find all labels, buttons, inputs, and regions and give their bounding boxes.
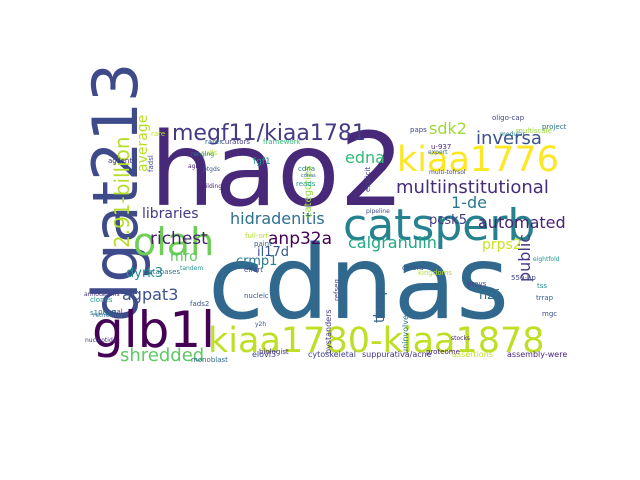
word-78: agree bbox=[188, 163, 206, 170]
word-49: clones bbox=[90, 296, 113, 304]
word-29: pcsk5 bbox=[429, 213, 467, 228]
word-60: refseq bbox=[333, 279, 341, 301]
word-9: 2.91-billion bbox=[110, 136, 134, 248]
word-23: public bbox=[515, 234, 534, 282]
word-85: annotations bbox=[84, 291, 120, 298]
word-72: fads2 bbox=[190, 300, 209, 308]
word-62: 550-bp bbox=[511, 274, 536, 282]
word-76: project bbox=[542, 123, 567, 131]
word-70: assembly-were bbox=[507, 350, 567, 359]
word-73: gal bbox=[112, 308, 123, 316]
word-8: megf11/kiaa1781 bbox=[172, 121, 366, 146]
word-50: s100a9 bbox=[90, 309, 116, 317]
word-47: full-orf bbox=[245, 232, 269, 240]
word-91: stocks bbox=[451, 335, 470, 342]
word-16: libraries bbox=[142, 206, 199, 222]
word-35: u-937 bbox=[431, 143, 451, 151]
word-40: framework bbox=[263, 138, 302, 146]
word-17: shredded bbox=[120, 345, 204, 366]
word-48: databases bbox=[144, 268, 180, 276]
word-27: crmp1 bbox=[236, 254, 277, 269]
word-0: hao2 bbox=[150, 111, 404, 230]
word-7: olah bbox=[133, 220, 214, 264]
word-80: y2h bbox=[255, 321, 266, 328]
word-88: nucleotide bbox=[85, 337, 117, 344]
word-63: tss bbox=[537, 282, 547, 290]
word-55: proteome bbox=[426, 348, 460, 356]
word-75: multiscale bbox=[516, 127, 552, 135]
word-53: nucleic bbox=[244, 292, 269, 300]
word-22: automated bbox=[478, 213, 566, 232]
word-18: agpat3 bbox=[122, 285, 178, 304]
word-31: thrsp bbox=[372, 287, 388, 323]
word-56: celera bbox=[402, 264, 424, 272]
word-39: rarer bbox=[205, 138, 222, 146]
word-42: fadsl bbox=[147, 155, 155, 172]
word-46: explicit bbox=[364, 167, 372, 192]
word-26: average bbox=[135, 115, 151, 172]
word-37: sulfs bbox=[201, 149, 217, 157]
word-15: richest bbox=[150, 229, 208, 249]
word-28: dyrk3 bbox=[126, 266, 163, 281]
word-87: eightfold bbox=[533, 256, 560, 263]
word-2: dgat213 bbox=[79, 63, 152, 322]
word-34: fgf1 bbox=[253, 157, 271, 167]
word-77: rare bbox=[151, 130, 165, 138]
word-36: paps bbox=[410, 126, 427, 134]
word-45: reads bbox=[296, 180, 316, 188]
word-cloud-background bbox=[77, 97, 586, 370]
word-58: bystanders bbox=[324, 309, 333, 354]
word-11: hidradenitis bbox=[230, 209, 325, 228]
word-13: edna bbox=[345, 148, 385, 167]
word-21: 1-de bbox=[451, 193, 487, 212]
word-5: catsperb bbox=[343, 200, 535, 251]
word-51: paint bbox=[254, 240, 272, 248]
word-59: uninvolved bbox=[401, 310, 410, 354]
word-3: glb1l bbox=[92, 301, 215, 359]
word-44: cdna bbox=[298, 165, 315, 173]
word-90: cdnas bbox=[301, 173, 316, 179]
word-24: prps2 bbox=[482, 237, 522, 253]
word-74: oligo-cap bbox=[492, 114, 525, 122]
word-52: effort bbox=[244, 266, 263, 274]
word-19: anp32a bbox=[268, 229, 332, 249]
word-30: il17d bbox=[257, 245, 289, 260]
word-20: calgranulin bbox=[348, 233, 437, 252]
word-38: curators bbox=[221, 138, 250, 146]
word-64: trrap bbox=[536, 294, 554, 302]
word-86: retrieving bbox=[93, 312, 122, 319]
word-41: agilent bbox=[108, 157, 132, 165]
word-67: cytoskeletal bbox=[308, 350, 356, 359]
word-83: pipeline bbox=[366, 208, 390, 215]
word-66: elovl3 bbox=[252, 350, 276, 359]
word-82: tandem bbox=[180, 265, 203, 272]
word-10: multiinstitutional bbox=[396, 177, 549, 198]
word-4: kiaa1780-kiaa1878 bbox=[208, 321, 545, 361]
word-57: kingdoms bbox=[418, 269, 452, 277]
word-92: multi-tofrsol bbox=[429, 169, 466, 176]
word-12: inversa bbox=[476, 128, 542, 149]
word-25: mro bbox=[170, 249, 198, 265]
word-32: hzf bbox=[479, 288, 499, 303]
word-43: building bbox=[198, 183, 222, 190]
word-54: biologist bbox=[259, 348, 289, 356]
word-79: ptgds bbox=[203, 166, 220, 173]
word-33: categories bbox=[303, 166, 314, 218]
word-69: assertions bbox=[452, 350, 493, 359]
word-71: monoblast bbox=[191, 356, 228, 364]
word-68: suppurativa/acne bbox=[362, 350, 432, 359]
word-61: preys bbox=[467, 280, 487, 288]
word-6: kiaa1776 bbox=[397, 140, 559, 180]
word-89: modular bbox=[500, 131, 525, 138]
word-14: sdk2 bbox=[429, 119, 467, 138]
word-81: ranging bbox=[191, 151, 214, 158]
word-65: mgc bbox=[542, 310, 557, 318]
word-1: cdnas bbox=[208, 224, 509, 343]
word-84: expert bbox=[428, 149, 448, 156]
